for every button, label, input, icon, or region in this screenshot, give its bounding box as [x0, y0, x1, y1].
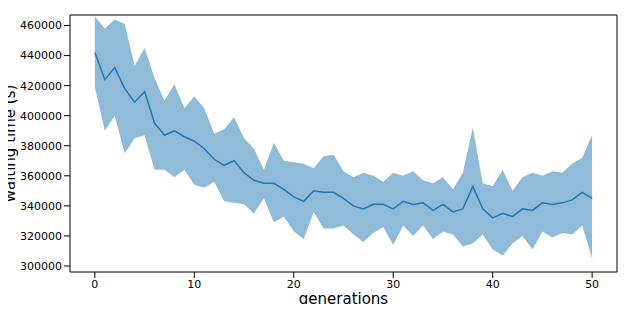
- svg-text:300000: 300000: [20, 260, 62, 273]
- svg-text:320000: 320000: [20, 230, 62, 243]
- svg-text:340000: 340000: [20, 200, 62, 213]
- svg-text:440000: 440000: [20, 49, 62, 62]
- svg-text:50: 50: [585, 278, 599, 291]
- svg-text:20: 20: [287, 278, 301, 291]
- svg-text:40: 40: [486, 278, 500, 291]
- svg-text:waiting time (s): waiting time (s): [8, 85, 19, 203]
- svg-text:380000: 380000: [20, 140, 62, 153]
- svg-text:30: 30: [386, 278, 400, 291]
- svg-text:420000: 420000: [20, 80, 62, 93]
- svg-text:360000: 360000: [20, 170, 62, 183]
- svg-text:0: 0: [91, 278, 98, 291]
- svg-text:400000: 400000: [20, 110, 62, 123]
- svg-text:generations: generations: [299, 290, 389, 304]
- svg-text:460000: 460000: [20, 19, 62, 32]
- svg-text:10: 10: [187, 278, 201, 291]
